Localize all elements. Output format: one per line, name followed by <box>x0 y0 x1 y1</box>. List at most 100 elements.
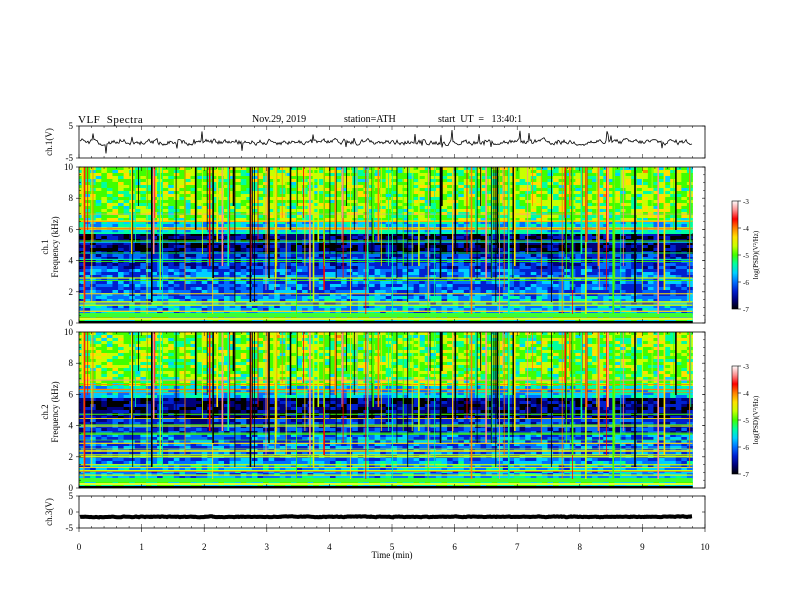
ch1-spectrogram-cell <box>95 296 102 300</box>
ch1-spectrogram-cell <box>580 236 587 240</box>
ch1-spectrogram-cell <box>90 272 97 276</box>
ch1-spectrogram-cell <box>474 281 481 285</box>
ch1-spectrogram-cell <box>647 179 654 183</box>
ch1-spectrogram-cell <box>118 221 125 225</box>
ch1-spectrogram-cell <box>140 194 147 198</box>
ch1-spectrogram-cell <box>508 203 515 207</box>
ch1-spectrogram-cell <box>129 287 136 291</box>
ch1-spectrogram-cell <box>659 203 665 207</box>
ch1-spectrogram-cell <box>179 191 186 195</box>
ch1-spectrogram-cell <box>553 233 560 237</box>
ch1-spectrogram-cell <box>474 272 481 276</box>
ch1-spectrogram-cell <box>474 230 481 234</box>
ch1-spectrogram-cell <box>212 281 219 285</box>
ch1-spectrogram-cell <box>106 176 113 180</box>
ch1-spectrogram-cell <box>106 293 113 297</box>
ch1-spectrogram-cell <box>553 296 560 300</box>
ch1-spectrogram-cell <box>346 224 353 228</box>
ch1-spectrogram-cell <box>285 296 292 300</box>
ch1-spectrogram-cell <box>240 170 247 174</box>
ch1-spectrogram-cell <box>670 206 677 210</box>
start-time-label: start UT = 13:40:1 <box>438 114 523 125</box>
ch1-spectrogram-cell <box>396 221 403 225</box>
ch1-spectrogram-cell <box>653 218 660 222</box>
ch1-spectrogram-cell <box>313 299 320 303</box>
ch1-spectrogram-cell <box>486 179 493 183</box>
ch1-spectrogram-cell <box>653 167 660 171</box>
ch1-spectrogram-cell <box>391 191 398 195</box>
ch1-spectrogram-cell <box>553 272 560 276</box>
ch1-spectrogram-cell <box>508 287 515 291</box>
ch1-spectrogram-cell <box>240 200 247 204</box>
ch1-spectrogram-cell <box>670 224 677 228</box>
ch1-spectrogram-cell <box>564 221 571 225</box>
ch1-spectrogram-cell <box>313 221 320 225</box>
ch1-spectrogram-cell <box>313 263 320 267</box>
ch1-spectrogram-cell <box>413 173 420 177</box>
ch1-spectrogram-cell <box>447 293 454 297</box>
ch1-spectrogram-cell <box>196 245 203 249</box>
ch1-spectrogram-cell <box>184 299 191 303</box>
ch1-spectrogram-cell <box>380 236 387 240</box>
ch1-spectrogram-cell <box>257 269 264 273</box>
ch1-spectrogram-cell <box>614 278 621 282</box>
ch1-spectrogram-cell <box>547 191 554 195</box>
ch1-spectrogram-cell <box>380 248 387 252</box>
ch1-spectrogram-cell <box>681 236 688 240</box>
ch1-spectrogram-cell <box>335 224 342 228</box>
ch1-spectrogram-cell <box>380 200 387 204</box>
ch1-spectrogram-cell <box>564 275 571 279</box>
ch1-spectrogram-cell <box>184 194 191 198</box>
ch1-spectrogram-cell <box>547 296 554 300</box>
ch1-spectrogram-cell <box>196 170 203 174</box>
ch1-spectrogram-cell <box>352 218 359 222</box>
ch1-spectrogram-cell <box>519 293 526 297</box>
ch1-spectrogram-cell <box>240 173 247 177</box>
ch1-spectrogram-cell <box>151 269 158 273</box>
ch1-spectrogram-cell <box>296 212 303 216</box>
ch1-spectrogram-cell <box>224 299 230 303</box>
ch1-spectrogram-cell <box>212 254 219 258</box>
ch1-spectrogram-cell <box>597 236 604 240</box>
ch1-spectrogram-cell <box>380 245 387 249</box>
ch1-spectrogram-cell <box>670 257 677 261</box>
ch1-spectrogram-cell <box>279 263 286 267</box>
ch1-spectrogram-cell <box>564 230 571 234</box>
ch1-spectrogram-cell <box>519 254 526 258</box>
ch1-spectrogram-cell <box>123 167 130 171</box>
ch1-spectrogram-cell <box>519 242 526 246</box>
ch1-spectrogram-cell <box>396 257 403 261</box>
ch1-spectrogram-cell <box>430 224 437 228</box>
ch1-spectrogram-cell <box>536 287 543 291</box>
ch1-spectrogram-cell <box>675 197 682 201</box>
ch1-spectrogram-cell <box>363 224 370 228</box>
ch1-spectrogram-cell <box>123 254 130 258</box>
ch1-spectrogram-cell <box>151 293 158 297</box>
ch1-spectrogram-cell <box>497 176 504 180</box>
ch1-spectrogram-cell <box>246 176 253 180</box>
ch1-spectrogram-cell <box>173 269 180 273</box>
ch1-spectrogram-cell <box>201 173 208 177</box>
ch1-spectrogram-cell <box>608 206 615 210</box>
ch1-spectrogram-cell <box>335 197 342 201</box>
ch1-spectrogram-cell <box>118 188 125 192</box>
ch1-spectrogram-cell <box>212 257 219 261</box>
ch1-spectrogram-cell <box>313 230 320 234</box>
ch1-spectrogram-cell <box>391 263 398 267</box>
ch1-spectrogram-cell <box>329 266 336 270</box>
ch1-spectrogram-cell <box>575 221 582 225</box>
ch1-spectrogram-cell <box>447 284 454 288</box>
ch1-spectrogram-cell <box>491 266 498 270</box>
ch1-spectrogram-cell <box>290 254 297 258</box>
ch1-spectrogram-cell <box>469 242 476 246</box>
ch1-spectrogram-cell <box>279 182 286 186</box>
ch1-spectrogram-cell <box>653 233 660 237</box>
ch1-spectrogram-cell <box>179 269 186 273</box>
ch1-spectrogram-cell <box>352 167 359 171</box>
ch1-spectrogram-cell <box>530 188 537 192</box>
ch1-spectrogram-cell <box>201 197 208 201</box>
ch1-spectrogram-cell <box>642 254 649 258</box>
ch1-spectrogram-cell <box>329 203 336 207</box>
ch1-spectrogram-cell <box>631 254 638 258</box>
ch1-spectrogram-cell <box>329 245 336 249</box>
